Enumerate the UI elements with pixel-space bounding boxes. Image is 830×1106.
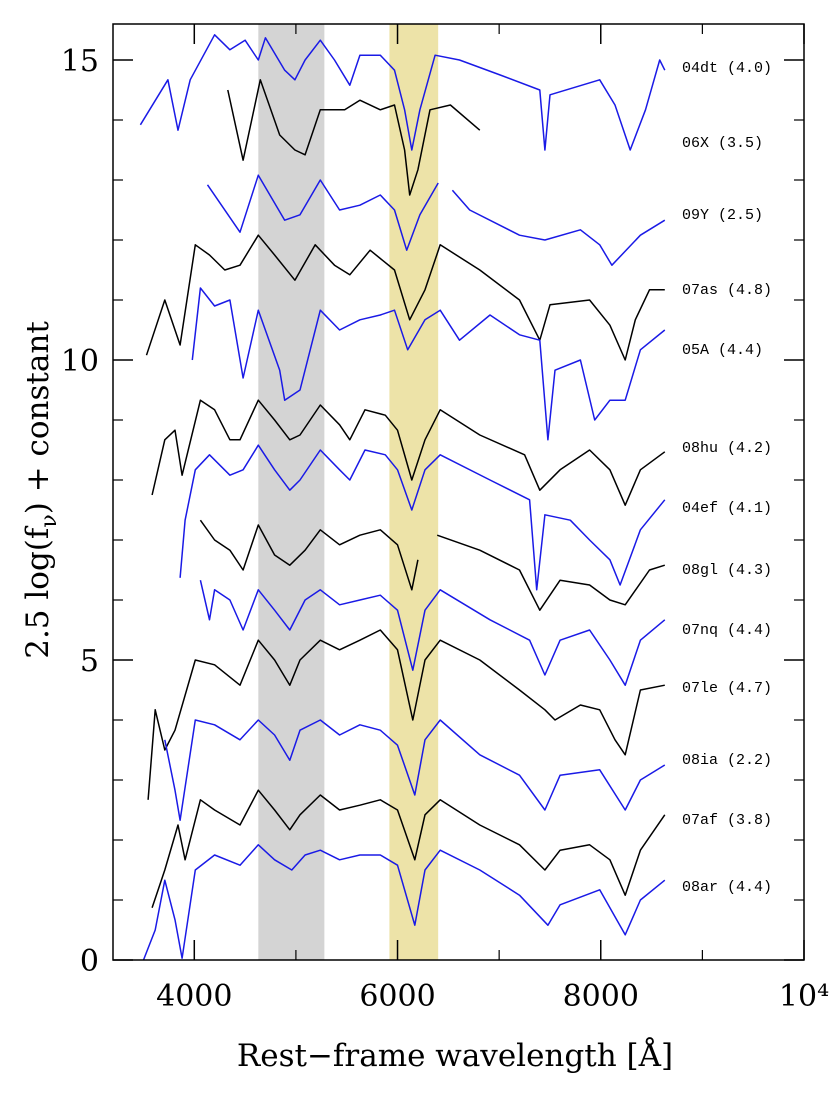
spectrum-line — [179, 444, 666, 591]
spectrum-line — [227, 79, 481, 196]
series-label: 05A (4.4) — [682, 342, 763, 359]
series-label: 06X (3.5) — [682, 135, 763, 152]
spectrum-line — [147, 629, 665, 800]
y-axis-label-part: 2.5 log(f — [20, 525, 56, 659]
spectrum-line — [191, 287, 666, 441]
series-label: 09Y (2.5) — [682, 207, 763, 224]
series-label: 08gl (4.3) — [682, 562, 772, 579]
series-label: 04ef (4.1) — [682, 500, 772, 517]
spectrum-line — [142, 844, 666, 961]
spectrum-line — [199, 580, 666, 686]
y-tick-label: 5 — [80, 644, 99, 679]
x-tick-label: 10⁴ — [779, 979, 829, 1014]
series-label: 04dt (4.0) — [682, 60, 772, 77]
plot-frame — [112, 23, 805, 961]
series-label: 07af (3.8) — [682, 812, 772, 829]
x-tick-label: 4000 — [156, 979, 232, 1014]
series-label: 08ar (4.4) — [682, 879, 772, 896]
spectrum-line — [199, 519, 666, 611]
spectrum-line — [164, 719, 666, 821]
spectrum-line — [206, 174, 666, 266]
spectrum-line — [139, 34, 666, 151]
series-label: 07le (4.7) — [682, 680, 772, 697]
y-tick-label: 10 — [61, 344, 99, 379]
y-tick-label: 0 — [80, 944, 99, 979]
shaded-band — [258, 24, 325, 960]
shaded-band — [389, 24, 439, 960]
y-axis-label-part: ) + constant — [20, 321, 56, 515]
series-label: 07as (4.8) — [682, 282, 772, 299]
spectrum-line — [151, 789, 666, 909]
spectrum-line — [151, 399, 666, 506]
x-tick-label: 8000 — [563, 979, 639, 1014]
y-tick-label: 15 — [61, 44, 99, 79]
y-axis-label: 2.5 log(fν) + constant — [20, 321, 62, 659]
x-tick-label: 6000 — [359, 979, 435, 1014]
series-label: 08hu (4.2) — [682, 440, 772, 457]
y-axis-label-subscript: ν — [37, 514, 62, 527]
series-label: 07nq (4.4) — [682, 622, 772, 639]
spectrum-line — [145, 234, 665, 361]
series-label: 08ia (2.2) — [682, 752, 772, 769]
x-axis-label: Rest−frame wavelength [Å] — [237, 1036, 673, 1074]
